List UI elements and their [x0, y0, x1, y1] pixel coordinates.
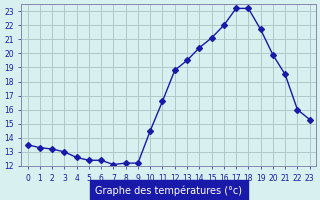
X-axis label: Graphe des températures (°c): Graphe des températures (°c) — [95, 185, 242, 196]
